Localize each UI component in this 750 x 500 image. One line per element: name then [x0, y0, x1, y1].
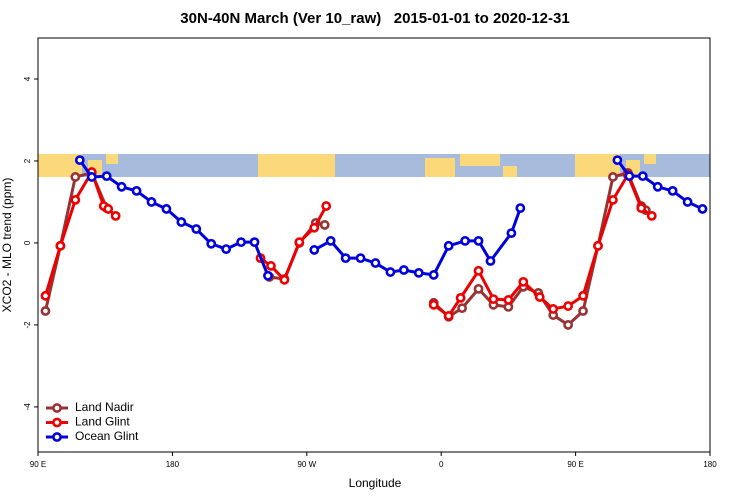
- data-point: [206, 238, 217, 249]
- x-tick-label: 180: [703, 460, 717, 469]
- data-point: [473, 283, 484, 294]
- data-point: [309, 222, 320, 233]
- data-point: [309, 245, 320, 255]
- data-point: [236, 237, 246, 248]
- data-point: [518, 276, 529, 287]
- data-point: [515, 203, 526, 214]
- data-point: [593, 240, 603, 251]
- data-point: [608, 172, 618, 182]
- y-tick-label: 2: [23, 158, 32, 163]
- data-point: [161, 204, 172, 214]
- x-tick-label: 0: [439, 460, 444, 469]
- data-point: [506, 228, 517, 239]
- data-point: [488, 294, 499, 305]
- data-point: [131, 185, 142, 196]
- data-point: [355, 253, 366, 264]
- data-point: [40, 290, 51, 301]
- x-axis-label: Longitude: [349, 476, 402, 490]
- data-point: [612, 155, 623, 166]
- y-tick-label: 0: [23, 240, 32, 245]
- data-point: [578, 290, 588, 301]
- data-point: [385, 267, 396, 277]
- data-point: [473, 236, 484, 246]
- data-point: [101, 171, 112, 182]
- data-point: [279, 274, 290, 285]
- data-point: [443, 311, 454, 321]
- legend-label: Land Glint: [75, 415, 130, 429]
- y-tick-label: -4: [23, 403, 32, 411]
- data-point: [534, 292, 545, 302]
- data-point: [548, 304, 559, 314]
- data-point: [370, 258, 381, 268]
- data-point: [221, 244, 232, 254]
- data-point: [70, 172, 81, 182]
- y-tick-label: -2: [23, 321, 32, 329]
- map-strip: [38, 154, 710, 177]
- data-point: [457, 303, 468, 314]
- legend-marker: [52, 403, 62, 413]
- legend-label: Land Nadir: [75, 400, 134, 414]
- data-point: [428, 299, 439, 310]
- data-point: [249, 237, 260, 248]
- data-point: [40, 306, 51, 316]
- data-point: [428, 270, 439, 280]
- x-tick-label: 90 E: [30, 460, 46, 469]
- data-point: [398, 265, 409, 275]
- data-point: [697, 204, 708, 214]
- plot-frame: [37, 37, 711, 453]
- data-point: [321, 201, 332, 211]
- legend-marker: [52, 432, 62, 442]
- chart-title: 30N-40N March (Ver 10_raw) 2015-01-01 to…: [180, 10, 569, 27]
- data-point: [652, 181, 663, 192]
- y-tick-label: 4: [23, 76, 32, 81]
- data-point: [176, 217, 187, 227]
- data-point: [413, 267, 424, 278]
- data-point: [563, 320, 574, 330]
- data-point: [455, 292, 466, 303]
- data-point: [191, 224, 202, 234]
- data-point: [263, 270, 273, 281]
- data-point: [146, 197, 157, 207]
- x-tick-label: 90 W: [297, 460, 316, 469]
- data-point: [485, 256, 496, 266]
- data-point: [578, 306, 588, 316]
- legend-label: Ocean Glint: [75, 429, 139, 443]
- data-point: [74, 155, 85, 166]
- data-point: [443, 240, 454, 251]
- data-point: [682, 197, 693, 207]
- data-point: [624, 171, 635, 182]
- data-point: [340, 253, 351, 264]
- data-point: [103, 204, 114, 214]
- x-tick-label: 180: [166, 460, 180, 469]
- data-point: [608, 195, 618, 205]
- legend-marker: [52, 417, 62, 428]
- data-point: [116, 181, 127, 192]
- y-axis-label: XCO2 - MLO trend (ppm): [0, 178, 14, 313]
- data-point: [460, 236, 470, 246]
- data-point: [86, 172, 97, 182]
- data-point: [325, 236, 336, 246]
- data-point: [563, 301, 574, 311]
- data-point: [667, 185, 678, 196]
- data-point: [319, 220, 330, 230]
- data-point: [70, 195, 81, 205]
- data-point: [636, 203, 647, 214]
- data-point: [637, 171, 648, 182]
- x-tick-label: 90 E: [567, 460, 583, 469]
- data-point: [266, 261, 276, 271]
- data-point: [503, 295, 514, 305]
- data-point: [646, 210, 657, 221]
- data-point: [55, 240, 66, 251]
- data-point: [473, 265, 484, 276]
- data-point: [110, 210, 121, 221]
- data-point: [294, 237, 305, 248]
